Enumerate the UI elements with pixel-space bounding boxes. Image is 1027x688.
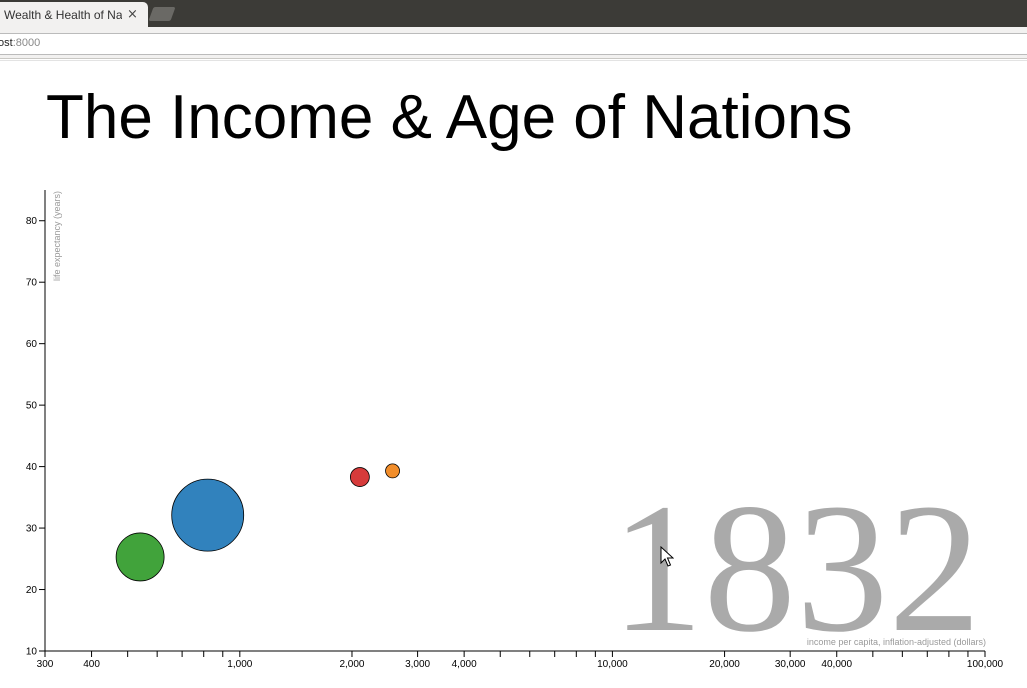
x-tick-label: 40,000	[821, 659, 852, 670]
y-tick-label: 40	[26, 462, 38, 473]
y-tick-label: 50	[26, 401, 38, 412]
url-text: ost:8000	[0, 37, 40, 49]
url-host: ost	[0, 37, 13, 49]
toolbar-divider	[0, 60, 1027, 61]
url-port: :8000	[12, 37, 41, 49]
data-point	[115, 532, 165, 582]
y-tick-label: 20	[26, 585, 38, 596]
x-tick-label: 2,000	[339, 659, 364, 670]
y-tick-label: 10	[26, 647, 38, 658]
x-tick-label: 100,000	[967, 659, 1004, 670]
x-tick-label: 1,000	[227, 659, 252, 670]
browser-tab-bar: Wealth & Health of Nations ×	[0, 0, 1027, 27]
x-tick-label: 3,000	[405, 659, 430, 670]
x-tick-label: 400	[83, 659, 100, 670]
data-point	[171, 478, 245, 552]
x-tick-label: 10,000	[597, 659, 628, 670]
tab-title: Wealth & Health of Nations	[4, 8, 122, 22]
page-title: The Income & Age of Nations	[46, 83, 853, 152]
y-tick-label: 30	[26, 524, 38, 535]
x-axis-title: income per capita, inflation-adjusted (d…	[807, 637, 986, 647]
x-tick-label: 4,000	[452, 659, 477, 670]
address-bar[interactable]: ost:8000	[0, 33, 1027, 55]
y-axis-title: life expectancy (years)	[52, 191, 62, 281]
tab-close-icon[interactable]: ×	[127, 7, 138, 22]
x-tick-label: 20,000	[709, 659, 740, 670]
x-tick-label: 30,000	[775, 659, 806, 670]
year-label: 1832	[611, 466, 981, 671]
y-tick-label: 60	[26, 339, 38, 350]
browser-tab-active[interactable]: Wealth & Health of Nations ×	[0, 2, 148, 27]
data-point	[385, 463, 400, 479]
x-tick-label: 300	[37, 659, 54, 670]
mouse-cursor-icon	[660, 546, 674, 567]
browser-toolbar: ost:8000	[0, 27, 1027, 59]
y-tick-label: 80	[26, 216, 38, 227]
data-point	[349, 467, 370, 487]
y-tick-label: 70	[26, 278, 38, 289]
